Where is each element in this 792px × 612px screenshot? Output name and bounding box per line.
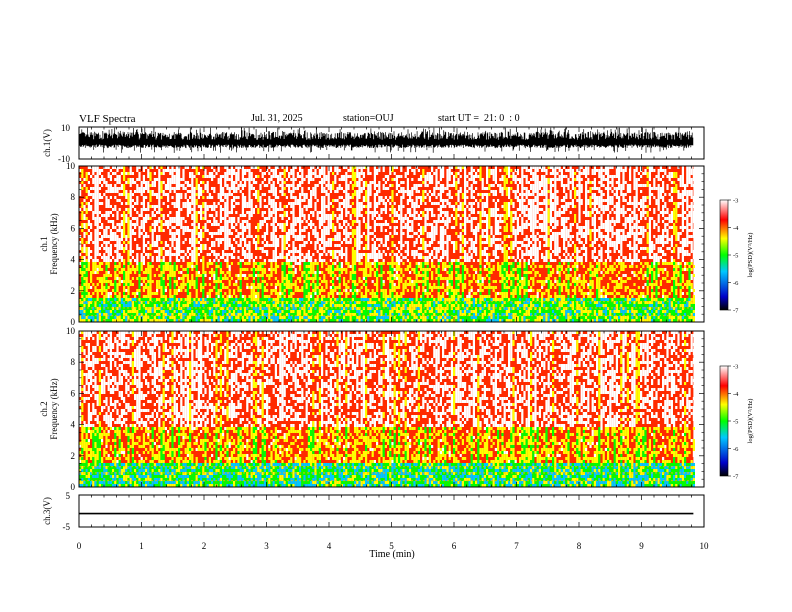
colorbar-tick-label: -3 <box>733 198 738 205</box>
x-axis-tick: 4 <box>327 541 332 551</box>
colorbar-tick-label: -4 <box>733 391 739 398</box>
x-axis-tick: 6 <box>452 541 457 551</box>
x-axis-tick: 9 <box>639 541 644 551</box>
colorbar-tick-label: -3 <box>733 364 738 371</box>
ch1-waveform-trace <box>79 128 693 153</box>
ch1-spectrogram-channel-label: ch.1 <box>39 236 49 251</box>
ch2-spectrogram-panel: 0 2 4 6 8 10 ch.2 Frequency (kHz) <box>39 326 704 492</box>
ch2-spectrogram-channel-label: ch.2 <box>39 401 49 416</box>
spectrogram-ytick-label: 4 <box>71 420 76 430</box>
ch2-spectrogram-image <box>79 331 695 487</box>
spectrogram-ytick-label: 10 <box>66 161 76 171</box>
ch1-colorbar-gradient <box>720 200 728 310</box>
x-axis-label: Time (min) <box>369 549 414 560</box>
spectrogram-ytick-label: 8 <box>71 357 76 367</box>
ch3-ytick-bottom: -5 <box>63 522 71 532</box>
x-axis-tick: 0 <box>77 541 82 551</box>
ch2-spectrogram-ylabel: Frequency (kHz) <box>49 378 59 439</box>
colorbar-tick-label: -5 <box>733 253 738 260</box>
spectrogram-ytick-label: 2 <box>71 451 76 461</box>
spectrogram-ytick-label: 2 <box>71 286 76 296</box>
x-axis-tick: 10 <box>700 541 710 551</box>
ch2-colorbar: -3 -4 -5 -6 -7 log(PSD)(V²/Hz) <box>720 364 754 481</box>
x-axis-tick: 1 <box>139 541 144 551</box>
colorbar-tick-label: -5 <box>733 419 738 426</box>
spectrogram-ytick-label: 6 <box>71 223 76 233</box>
spectrogram-ytick-label: 4 <box>71 255 76 265</box>
ch1-waveform-panel: 10 -10 ch.1(V) <box>42 123 704 164</box>
colorbar-tick-label: -7 <box>733 474 739 481</box>
ch1-colorbar-label: log(PSD)(V²/Hz) <box>747 233 754 278</box>
ch1-spectrogram-image <box>79 166 695 322</box>
spectrogram-ytick-label: 0 <box>71 482 76 492</box>
colorbar-tick-label: -7 <box>733 308 739 315</box>
ch1-waveform-ylabel: ch.1(V) <box>42 129 52 157</box>
ch3-waveform-ylabel: ch.3(V) <box>42 497 52 525</box>
ch3-ytick-top: 5 <box>66 491 71 501</box>
ch1-spectrogram-ylabel: Frequency (kHz) <box>49 213 59 274</box>
x-axis-tick: 8 <box>577 541 582 551</box>
spectrogram-ytick-label: 10 <box>66 326 76 336</box>
ch1-colorbar: -3 -4 -5 -6 -7 log(PSD)(V²/Hz) <box>720 198 754 315</box>
x-axis-tick: 2 <box>202 541 207 551</box>
colorbar-tick-label: -6 <box>733 280 739 287</box>
x-axis-tick: 7 <box>514 541 519 551</box>
ch2-colorbar-gradient <box>720 366 728 476</box>
spectrogram-ytick-label: 6 <box>71 388 76 398</box>
ch1-ytick-top: 10 <box>61 123 71 133</box>
ch2-colorbar-label: log(PSD)(V²/Hz) <box>747 399 754 444</box>
colorbar-tick-label: -6 <box>733 446 739 453</box>
colorbar-tick-label: -4 <box>733 225 739 232</box>
x-axis-tick: 3 <box>264 541 269 551</box>
spectrogram-ytick-label: 8 <box>71 192 76 202</box>
ch3-waveform-panel: 5 -5 ch.3(V) <box>42 491 704 532</box>
